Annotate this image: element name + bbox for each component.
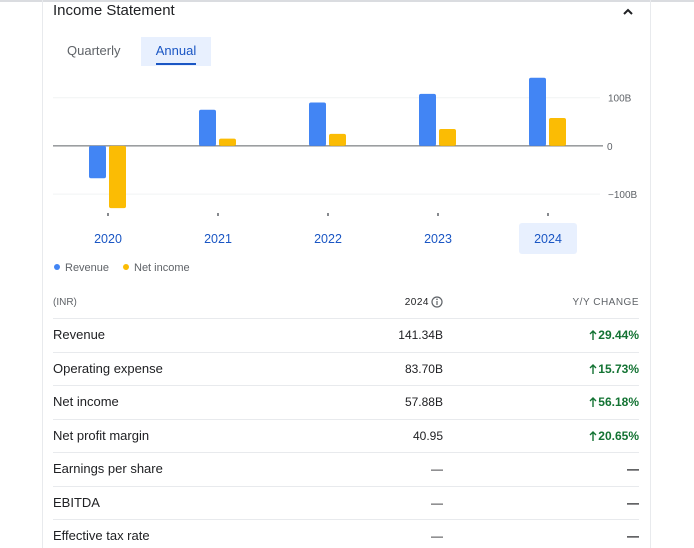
y-tick-label: 0 — [607, 142, 613, 153]
bar — [529, 77, 546, 146]
tab-indicator — [156, 63, 196, 65]
x-tick-label: 2023 — [424, 232, 452, 246]
section-title: Income Statement — [53, 2, 175, 19]
row-value: — — [431, 529, 443, 543]
x-tick-label: 2021 — [204, 232, 232, 246]
row-label: EBITDA — [53, 494, 100, 510]
chart: −100B 0 100B 2020 2021 2022 2023 2024 Revenue Net… — [53, 77, 638, 274]
up-arrow — [589, 430, 597, 441]
y-tick-label: −100B — [608, 190, 638, 201]
bar — [309, 102, 326, 146]
row-label: Net profit margin — [53, 427, 150, 443]
legend-dot — [123, 264, 129, 270]
tab[interactable]: Quarterly — [67, 43, 121, 58]
column-header: Y/Y CHANGE — [572, 297, 639, 308]
column-header: (INR) — [53, 297, 77, 308]
row-change: — — [627, 495, 639, 510]
legend-label: Revenue — [65, 262, 109, 274]
up-arrow — [589, 363, 597, 374]
row-change: — — [627, 529, 639, 543]
bar — [89, 145, 106, 179]
selected-year-bg — [519, 223, 577, 254]
row-separator — [53, 452, 639, 453]
row-change: 29.44% — [598, 328, 639, 342]
row-change: 56.18% — [598, 395, 639, 409]
row-separator — [53, 418, 639, 420]
row-change: — — [627, 462, 639, 476]
legend-label: Net income — [134, 262, 190, 274]
bar — [439, 129, 456, 146]
bar — [109, 145, 126, 209]
tab[interactable]: Annual — [155, 43, 197, 58]
row-label: Earnings per share — [53, 461, 163, 476]
row-change: 15.73% — [598, 361, 639, 376]
top-border — [0, 0, 694, 2]
bar — [329, 133, 346, 146]
row-label: Operating expense — [53, 360, 163, 376]
bar — [549, 118, 566, 146]
row-label: Revenue — [53, 327, 106, 342]
row-value: 40.95 — [412, 428, 443, 443]
y-tick-label: 100B — [608, 94, 632, 105]
x-tick-label: 2020 — [94, 232, 122, 246]
bar — [199, 109, 216, 146]
tab-selected-bg[interactable] — [141, 37, 211, 66]
row-separator — [53, 519, 639, 520]
row-value: 141.34B — [398, 328, 443, 342]
row-separator — [53, 351, 639, 353]
column-header: 2024 — [404, 297, 429, 308]
up-arrow — [589, 397, 597, 407]
legend-dot — [54, 264, 60, 270]
row-value: 83.70B — [404, 361, 443, 376]
bar — [419, 93, 436, 146]
row-value: — — [431, 462, 443, 476]
collapse-button[interactable] — [621, 5, 635, 19]
card — [42, 0, 651, 548]
x-tick-label: 2024 — [534, 232, 562, 246]
x-tick-label: 2022 — [314, 232, 342, 246]
row-separator — [53, 485, 639, 487]
row-value: 57.88B — [404, 395, 443, 409]
row-separator — [53, 318, 639, 319]
row-change: 20.65% — [598, 428, 639, 443]
bar — [219, 138, 236, 146]
row-label: Effective tax rate — [53, 528, 150, 543]
row-label: Net income — [53, 394, 119, 409]
row-value: — — [431, 495, 443, 510]
up-arrow — [589, 330, 597, 340]
info-icon[interactable] — [431, 296, 443, 308]
row-separator — [53, 385, 639, 386]
